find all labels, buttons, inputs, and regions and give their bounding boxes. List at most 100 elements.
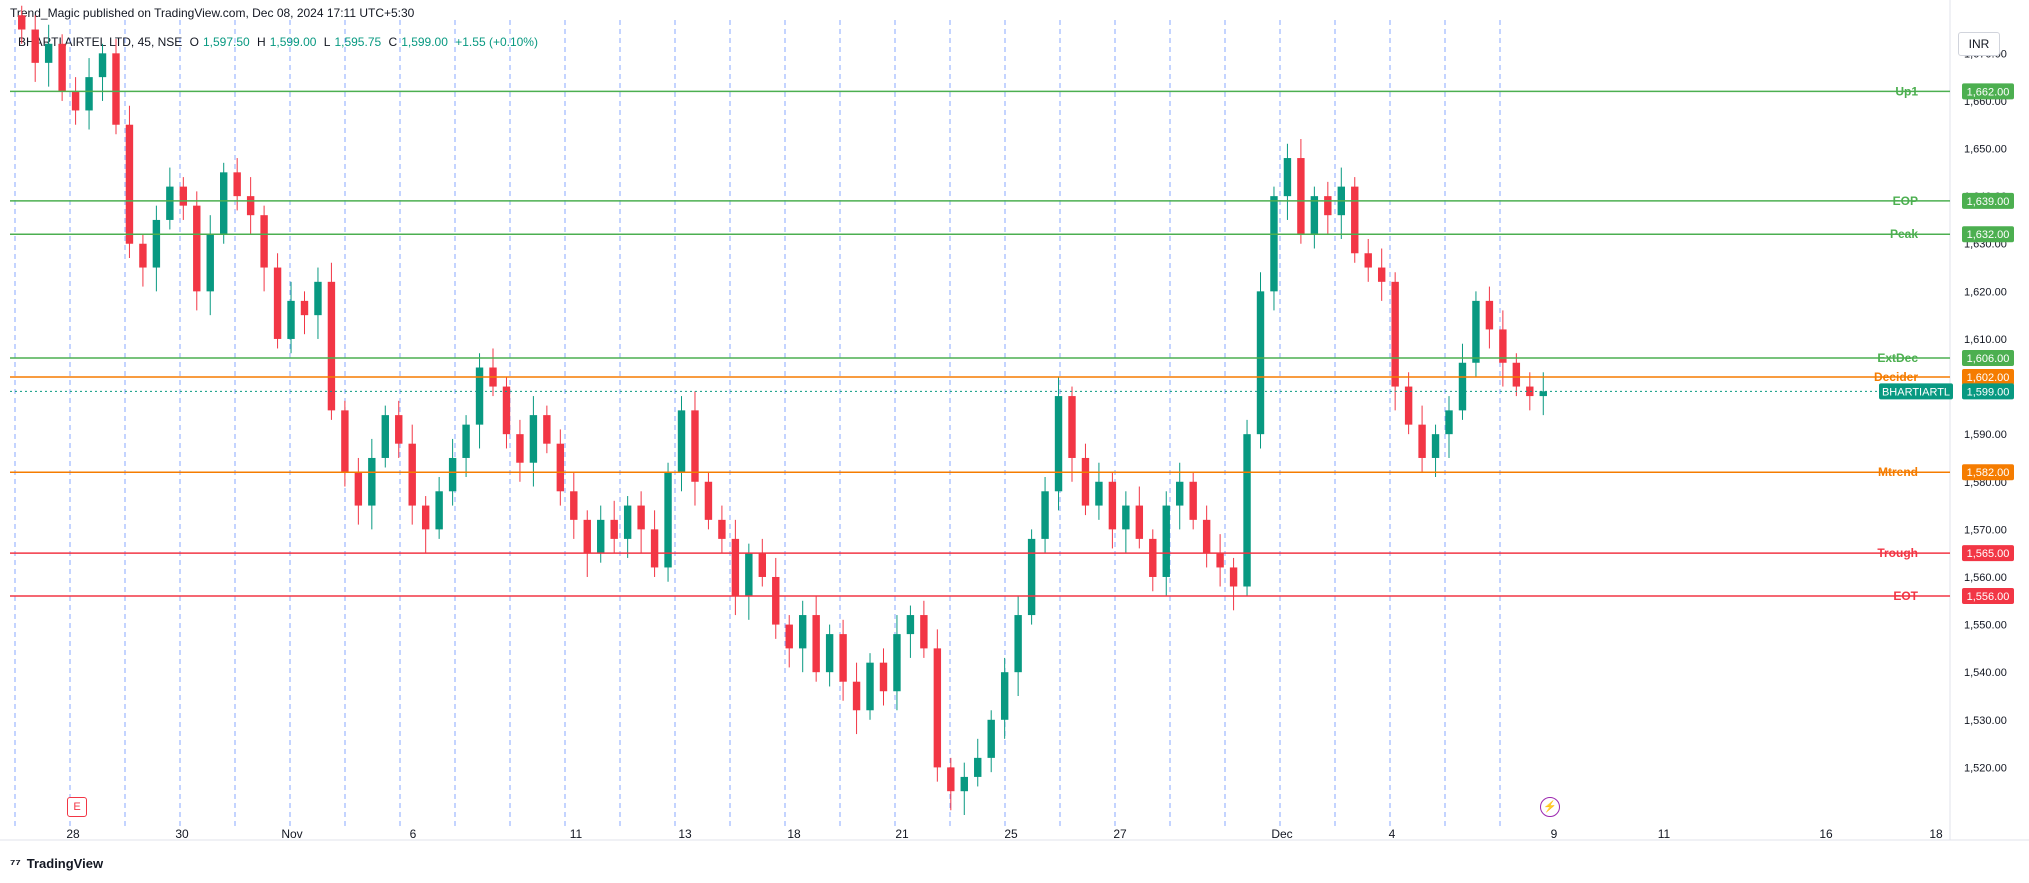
candle-body: [502, 386, 511, 435]
candle-body: [920, 615, 928, 649]
candle-body: [933, 648, 942, 768]
last-price-label: 1,599.00: [1967, 386, 2010, 398]
candle-body: [1122, 505, 1130, 530]
candle-body: [879, 662, 888, 692]
candle-body: [543, 415, 551, 444]
candle-body: [31, 29, 39, 63]
candle-body: [1270, 196, 1278, 292]
y-tick-label: 1,590.00: [1964, 429, 2007, 441]
x-tick-label: 16: [1819, 827, 1833, 841]
candle-body: [85, 77, 93, 111]
x-tick-label: 27: [1113, 827, 1127, 841]
level-price-label: 1,639.00: [1967, 196, 2010, 208]
candle-body: [947, 767, 955, 792]
candle-body: [1458, 362, 1467, 411]
y-tick-label: 1,550.00: [1964, 620, 2007, 632]
x-tick-label: 6: [410, 827, 417, 841]
candle-body: [798, 615, 807, 649]
last-price-tag: [1962, 383, 2014, 400]
symbol-price-tag: [1879, 383, 1953, 400]
candle-body: [1081, 457, 1090, 506]
candle-body: [58, 43, 66, 92]
candle-body: [341, 410, 349, 473]
candle-body: [139, 243, 147, 268]
x-tick-label: 13: [678, 827, 692, 841]
level-price-label: 1,556.00: [1967, 591, 2010, 603]
candle-body: [125, 124, 134, 244]
candle-body: [220, 172, 228, 235]
candle-body: [1229, 567, 1238, 587]
candle-body: [597, 519, 605, 554]
y-tick-label: 1,560.00: [1964, 572, 2007, 584]
candle-body: [1431, 434, 1440, 458]
candle-body: [1499, 329, 1507, 363]
candle-body: [1176, 481, 1184, 506]
candle-body: [193, 205, 201, 292]
candle-body: [1377, 267, 1386, 282]
candle-body: [839, 634, 847, 682]
candle-body: [745, 553, 753, 597]
y-tick-label: 1,620.00: [1964, 286, 2007, 298]
candle-body: [529, 415, 538, 463]
y-tick-label: 1,650.00: [1964, 144, 2007, 156]
x-tick-label: 21: [895, 827, 909, 841]
publish-info: Trend_Magic published on TradingView.com…: [10, 6, 415, 20]
candle-body: [166, 186, 174, 220]
level-price-tag: [1962, 226, 2014, 243]
candle-body: [1216, 553, 1224, 568]
candle-body: [974, 757, 982, 777]
candle-body: [1068, 396, 1076, 458]
candle-body: [1256, 291, 1265, 435]
candle-body: [866, 662, 874, 711]
candle-body: [1364, 253, 1372, 268]
candle-body: [395, 415, 403, 444]
candle-body: [960, 776, 968, 792]
candle-body: [1472, 300, 1480, 363]
candle-body: [421, 505, 430, 530]
x-tick-label: 9: [1551, 827, 1558, 841]
candle-body: [1283, 158, 1292, 197]
candle-body: [852, 681, 861, 711]
level-name-peak: Peak: [1890, 227, 1918, 241]
earnings-badge[interactable]: E: [67, 797, 87, 817]
footer-brand[interactable]: ⁷⁷ TradingView: [10, 856, 103, 871]
candle-body: [448, 457, 457, 492]
candle-body: [287, 300, 295, 339]
candle-body: [570, 491, 578, 520]
candle-body: [44, 43, 53, 63]
candle-body: [71, 91, 80, 111]
candle-body: [1202, 519, 1211, 554]
candle-body: [906, 615, 915, 635]
level-price-tag: [1962, 83, 2014, 100]
dividend-bolt-icon[interactable]: ⚡: [1540, 797, 1560, 817]
level-name-eop: EOP: [1893, 194, 1918, 208]
candle-body: [233, 172, 241, 197]
currency-selector[interactable]: INR: [1958, 32, 2000, 56]
high-label: H: [257, 35, 266, 49]
candle-body: [435, 491, 443, 530]
level-price-label: 1,565.00: [1967, 548, 2010, 560]
candle-body: [825, 634, 834, 673]
candle-body: [1539, 391, 1547, 397]
y-tick-label: 1,530.00: [1964, 715, 2007, 727]
candle-body: [987, 719, 995, 758]
candle-body: [408, 443, 416, 506]
close-label: C: [388, 35, 398, 49]
candle-body: [1404, 386, 1413, 425]
candle-body: [179, 186, 188, 206]
y-tick-label: 1,540.00: [1964, 667, 2007, 679]
change-value: +1.55 (+0.10%): [455, 35, 538, 49]
candle-body: [1108, 481, 1117, 530]
level-price-tag: [1962, 369, 2014, 386]
candle-body: [1014, 615, 1022, 673]
level-price-tag: [1962, 545, 2014, 562]
candle-body: [1391, 281, 1399, 387]
candle-body: [556, 443, 565, 492]
candle-body: [1000, 672, 1009, 720]
candle-body: [1243, 434, 1251, 587]
level-price-label: 1,662.00: [1967, 86, 2010, 98]
candle-body: [327, 281, 336, 411]
candle-body: [475, 367, 484, 425]
candle-body: [368, 457, 376, 506]
